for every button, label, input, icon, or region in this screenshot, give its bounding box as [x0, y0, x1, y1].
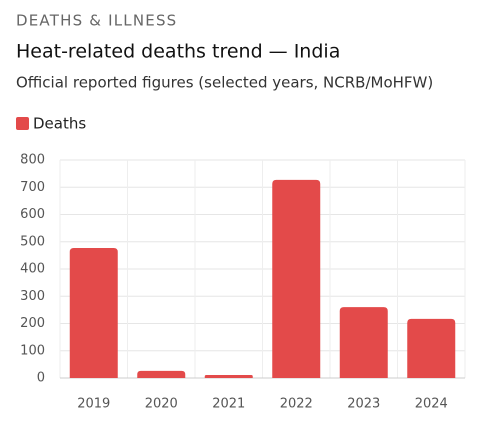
bar [204, 375, 253, 378]
section-label: DEATHS & ILLNESS [16, 12, 177, 30]
y-tick-label: 400 [20, 262, 45, 277]
chart-subtitle: Official reported figures (selected year… [16, 74, 433, 92]
y-tick-label: 600 [20, 207, 45, 222]
chart-title: Heat-related deaths trend — India [16, 41, 340, 63]
x-tick-label: 2023 [347, 397, 380, 412]
y-tick-label: 800 [20, 153, 45, 168]
x-tick-label: 2024 [415, 397, 448, 412]
bar [69, 248, 118, 378]
bar [272, 179, 321, 378]
y-tick-label: 0 [37, 371, 45, 386]
y-tick-label: 700 [20, 180, 45, 195]
x-tick-label: 2020 [145, 397, 178, 412]
y-tick-label: 300 [20, 289, 45, 304]
legend-swatch [16, 117, 29, 130]
y-tick-label: 500 [20, 234, 45, 249]
y-tick-label: 100 [20, 343, 45, 358]
x-tick-label: 2021 [212, 397, 245, 412]
x-tick-label: 2022 [280, 397, 313, 412]
bar [407, 318, 456, 378]
x-tick-label: 2019 [77, 397, 110, 412]
y-tick-label: 200 [20, 316, 45, 331]
bar [137, 370, 186, 378]
bar [339, 307, 388, 378]
legend-label: Deaths [33, 115, 86, 133]
